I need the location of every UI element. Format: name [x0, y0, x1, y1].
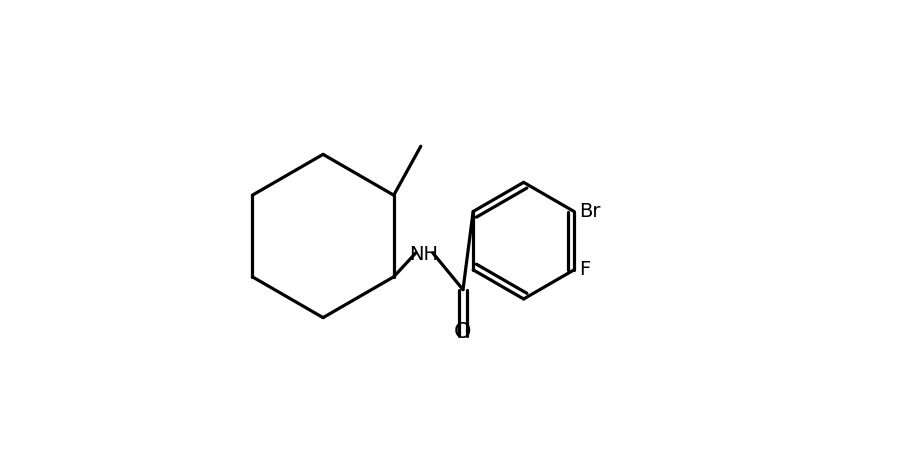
Text: NH: NH	[408, 245, 437, 264]
Text: F: F	[578, 261, 589, 279]
Text: Br: Br	[578, 202, 599, 221]
Text: O: O	[454, 322, 471, 342]
